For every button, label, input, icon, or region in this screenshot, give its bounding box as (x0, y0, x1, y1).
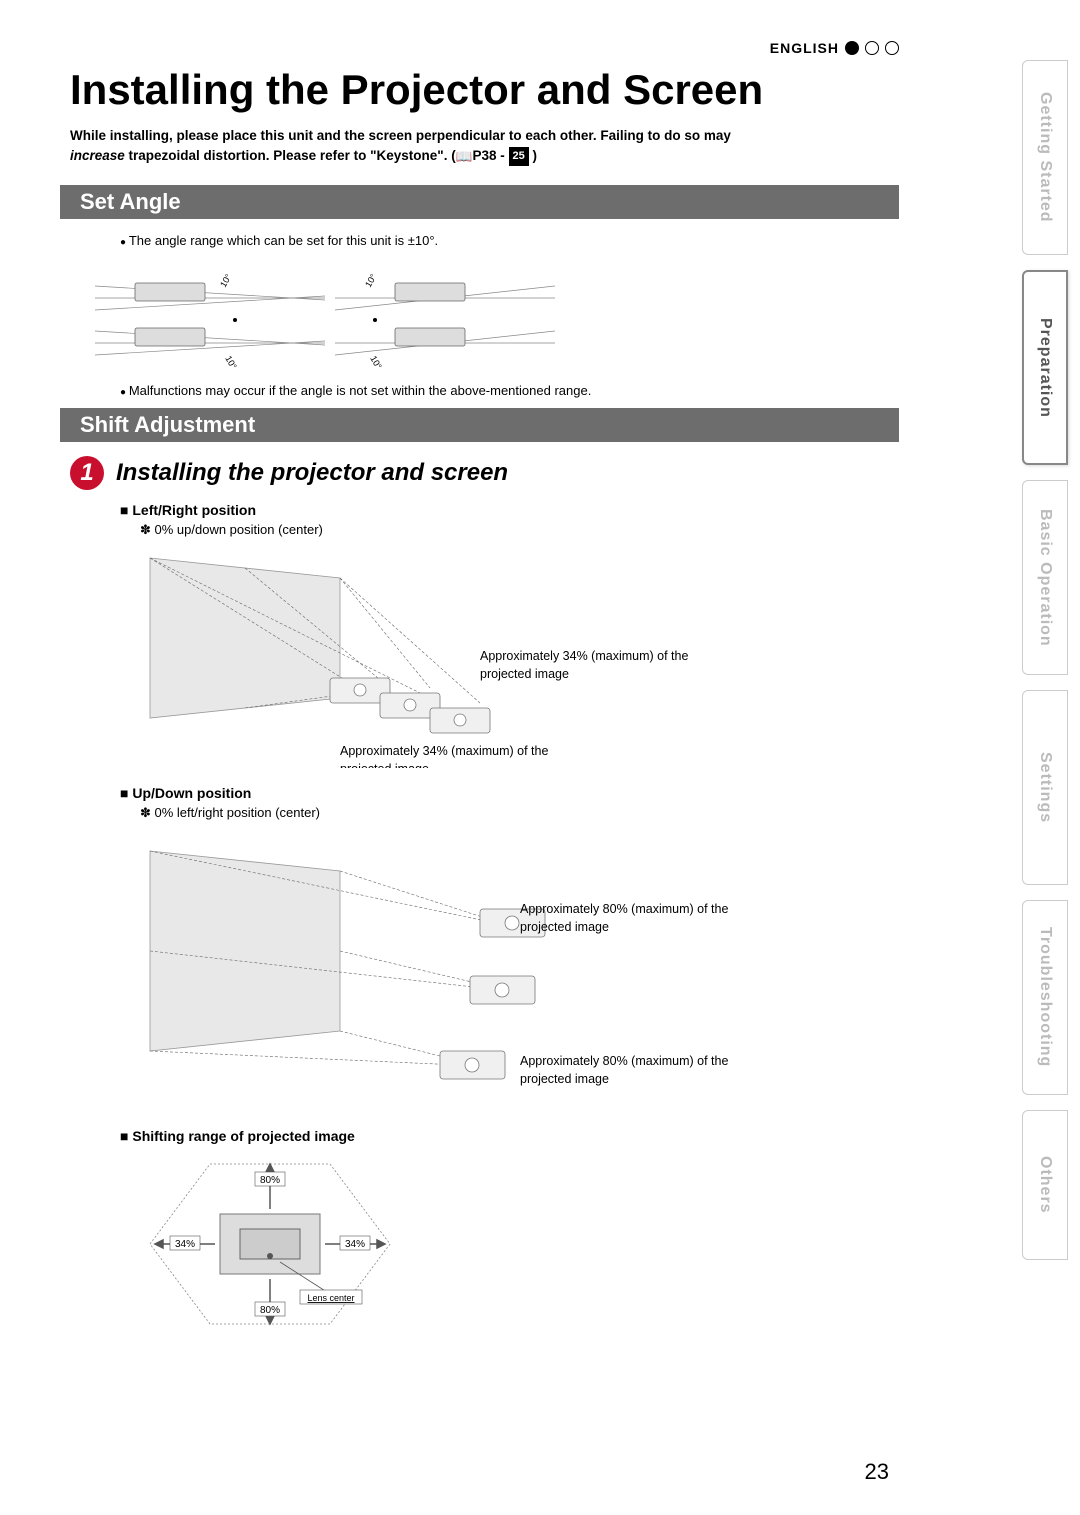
left-right-heading: Left/Right position (120, 502, 899, 518)
ref-page: P38 - (473, 148, 509, 163)
sr-bottom: 80% (260, 1305, 280, 1316)
up-down-note: 0% left/right position (center) (140, 805, 899, 821)
left-right-diagram: Approximately 34% (maximum) of the proje… (140, 548, 899, 773)
set-angle-bullet-2: Malfunctions may occur if the angle is n… (120, 383, 899, 398)
tab-basic-operation[interactable]: Basic Operation (1022, 480, 1068, 675)
intro-line1: While installing, please place this unit… (70, 128, 731, 143)
sr-right: 34% (345, 1239, 365, 1250)
tab-getting-started[interactable]: Getting Started (1022, 60, 1068, 255)
tab-preparation[interactable]: Preparation (1022, 270, 1068, 465)
svg-text:10°: 10° (223, 354, 239, 368)
ud-label-top: Approximately 80% (maximum) of the proje… (520, 901, 730, 936)
svg-text:10°: 10° (368, 354, 384, 368)
ref-badge: 25 (509, 147, 529, 166)
lr-label-bottom: Approximately 34% (maximum) of the proje… (340, 743, 590, 768)
tab-others[interactable]: Others (1022, 1110, 1068, 1260)
intro-italic: increase (70, 148, 125, 163)
step-title: Installing the projector and screen (116, 459, 508, 487)
intro-rest: trapezoidal distortion. Please refer to (125, 148, 370, 163)
sr-left: 34% (175, 1239, 195, 1250)
section-set-angle-title: Set Angle (60, 185, 899, 219)
angle-diagram: 10° 10° 10° 10° (95, 258, 899, 373)
intro-keystone: "Keystone" (370, 148, 444, 163)
lang-dot-empty-2 (885, 41, 899, 55)
ud-label-bottom: Approximately 80% (maximum) of the proje… (520, 1053, 730, 1088)
book-icon: 📖 (456, 147, 473, 167)
left-right-note: 0% up/down position (center) (140, 522, 899, 538)
set-angle-bullet-1: The angle range which can be set for thi… (120, 233, 899, 248)
lr-label-top: Approximately 34% (maximum) of the proje… (480, 648, 690, 683)
tab-troubleshooting[interactable]: Troubleshooting (1022, 900, 1068, 1095)
svg-text:10°: 10° (363, 272, 379, 289)
up-down-heading: Up/Down position (120, 785, 899, 801)
lang-dot-filled (845, 41, 859, 55)
intro-text: While installing, please place this unit… (70, 126, 899, 167)
up-down-diagram: Approximately 80% (maximum) of the proje… (140, 831, 899, 1116)
section-shift-title: Shift Adjustment (60, 408, 899, 442)
sr-lens: Lens center (307, 1293, 354, 1303)
language-label: ENGLISH (770, 40, 839, 56)
page-number: 23 (865, 1459, 889, 1485)
shift-range-diagram: 80% 80% 34% 34% Lens center (140, 1154, 899, 1339)
shift-range-heading: Shifting range of projected image (120, 1128, 899, 1144)
step-number-circle: 1 (70, 456, 104, 490)
language-header: ENGLISH (70, 40, 899, 56)
sr-top: 80% (260, 1175, 280, 1186)
page-title: Installing the Projector and Screen (70, 66, 899, 114)
lang-dot-empty-1 (865, 41, 879, 55)
step-row: 1 Installing the projector and screen (70, 456, 899, 490)
svg-text:10°: 10° (218, 272, 234, 289)
tab-settings[interactable]: Settings (1022, 690, 1068, 885)
